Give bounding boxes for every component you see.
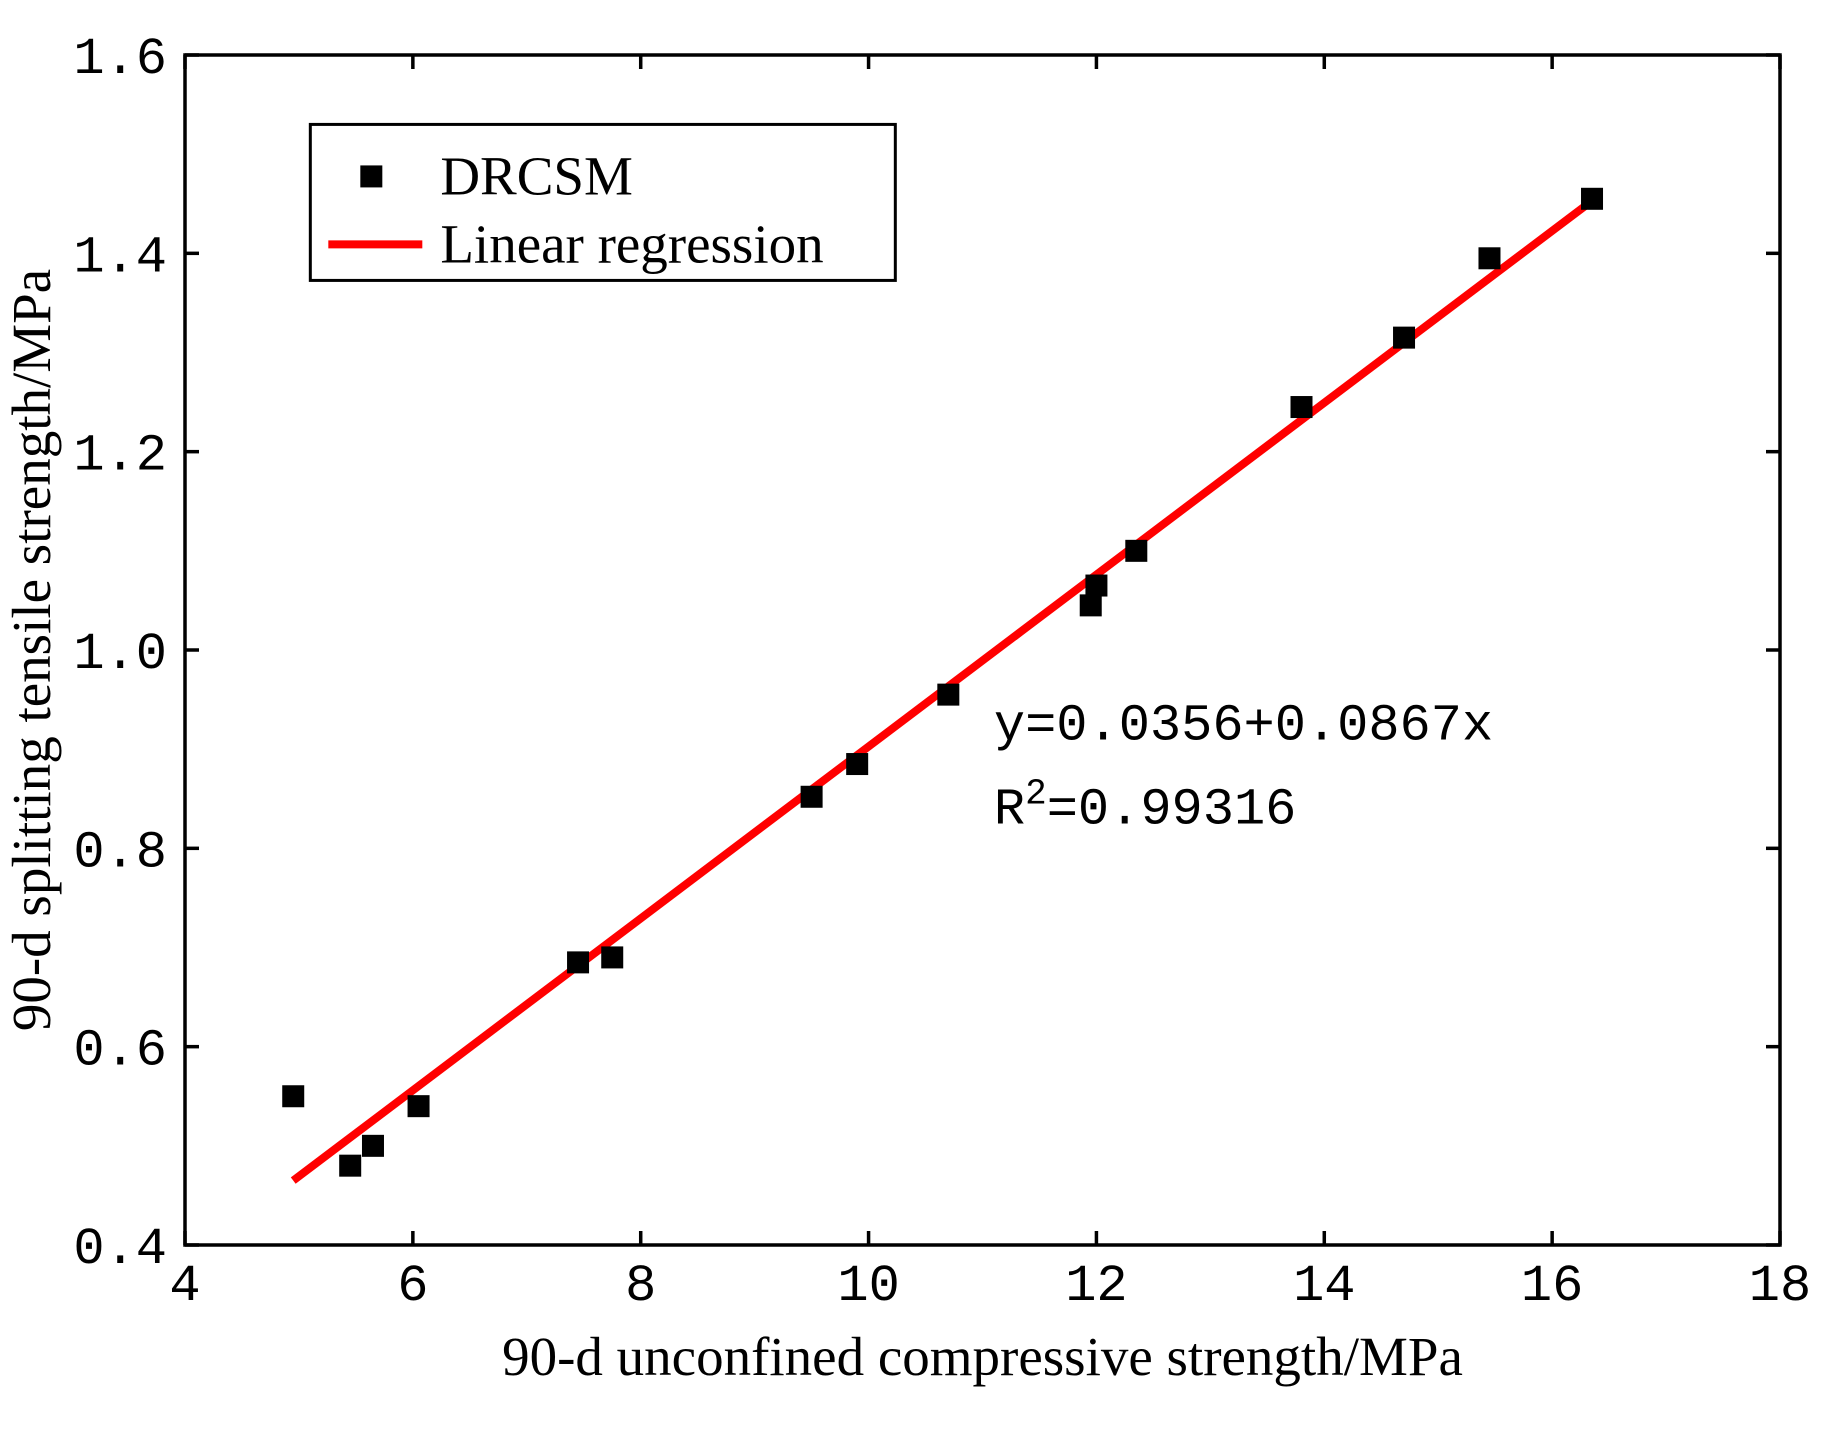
data-point <box>408 1095 430 1117</box>
legend-marker-icon <box>360 165 382 187</box>
data-point <box>1581 188 1603 210</box>
y-tick-label: 0.6 <box>73 1022 167 1081</box>
data-point <box>282 1085 304 1107</box>
scatter-chart: 4 6 8 10 12 14 16 18 0.4 0.6 0.8 1.0 1.2 1.4 1.6 90-d u… <box>0 0 1826 1448</box>
data-point <box>339 1155 361 1177</box>
data-point <box>362 1135 384 1157</box>
y-tick-label: 1.2 <box>73 427 167 486</box>
x-tick-label: 6 <box>397 1257 428 1316</box>
x-tick-label: 10 <box>837 1257 899 1316</box>
equation-annotation: y=0.0356+0.0867x <box>994 696 1493 755</box>
data-point <box>601 946 623 968</box>
data-point <box>1291 396 1313 418</box>
y-tick-label: 0.4 <box>73 1220 167 1279</box>
y-tick-label: 1.4 <box>73 228 167 287</box>
data-point <box>1478 247 1500 269</box>
data-point <box>1393 327 1415 349</box>
data-point <box>846 753 868 775</box>
y-tick-label: 1.6 <box>73 30 167 89</box>
legend-label-scatter: DRCSM <box>440 145 633 206</box>
legend-label-line: Linear regression <box>440 213 823 274</box>
y-tick-label: 0.8 <box>73 823 167 882</box>
data-point <box>1085 575 1107 597</box>
y-tick-label: 1.0 <box>73 625 167 684</box>
x-tick-label: 14 <box>1293 1257 1355 1316</box>
x-axis-label: 90-d unconfined compressive strength/MPa <box>502 1326 1463 1387</box>
x-tick-label: 4 <box>169 1257 200 1316</box>
x-tick-label: 16 <box>1521 1257 1583 1316</box>
rsquared-annotation: R2=0.99316 <box>994 774 1296 840</box>
data-point <box>937 684 959 706</box>
data-point <box>567 951 589 973</box>
x-tick-label: 18 <box>1749 1257 1811 1316</box>
x-tick-label: 12 <box>1065 1257 1127 1316</box>
data-point <box>1080 594 1102 616</box>
data-point <box>1125 540 1147 562</box>
x-tick-label: 8 <box>625 1257 656 1316</box>
y-axis-label: 90-d splitting tensile strength/MPa <box>1 269 62 1031</box>
chart-svg: 4 6 8 10 12 14 16 18 0.4 0.6 0.8 1.0 1.2 1.4 1.6 90-d u… <box>0 0 1826 1448</box>
data-point <box>801 786 823 808</box>
